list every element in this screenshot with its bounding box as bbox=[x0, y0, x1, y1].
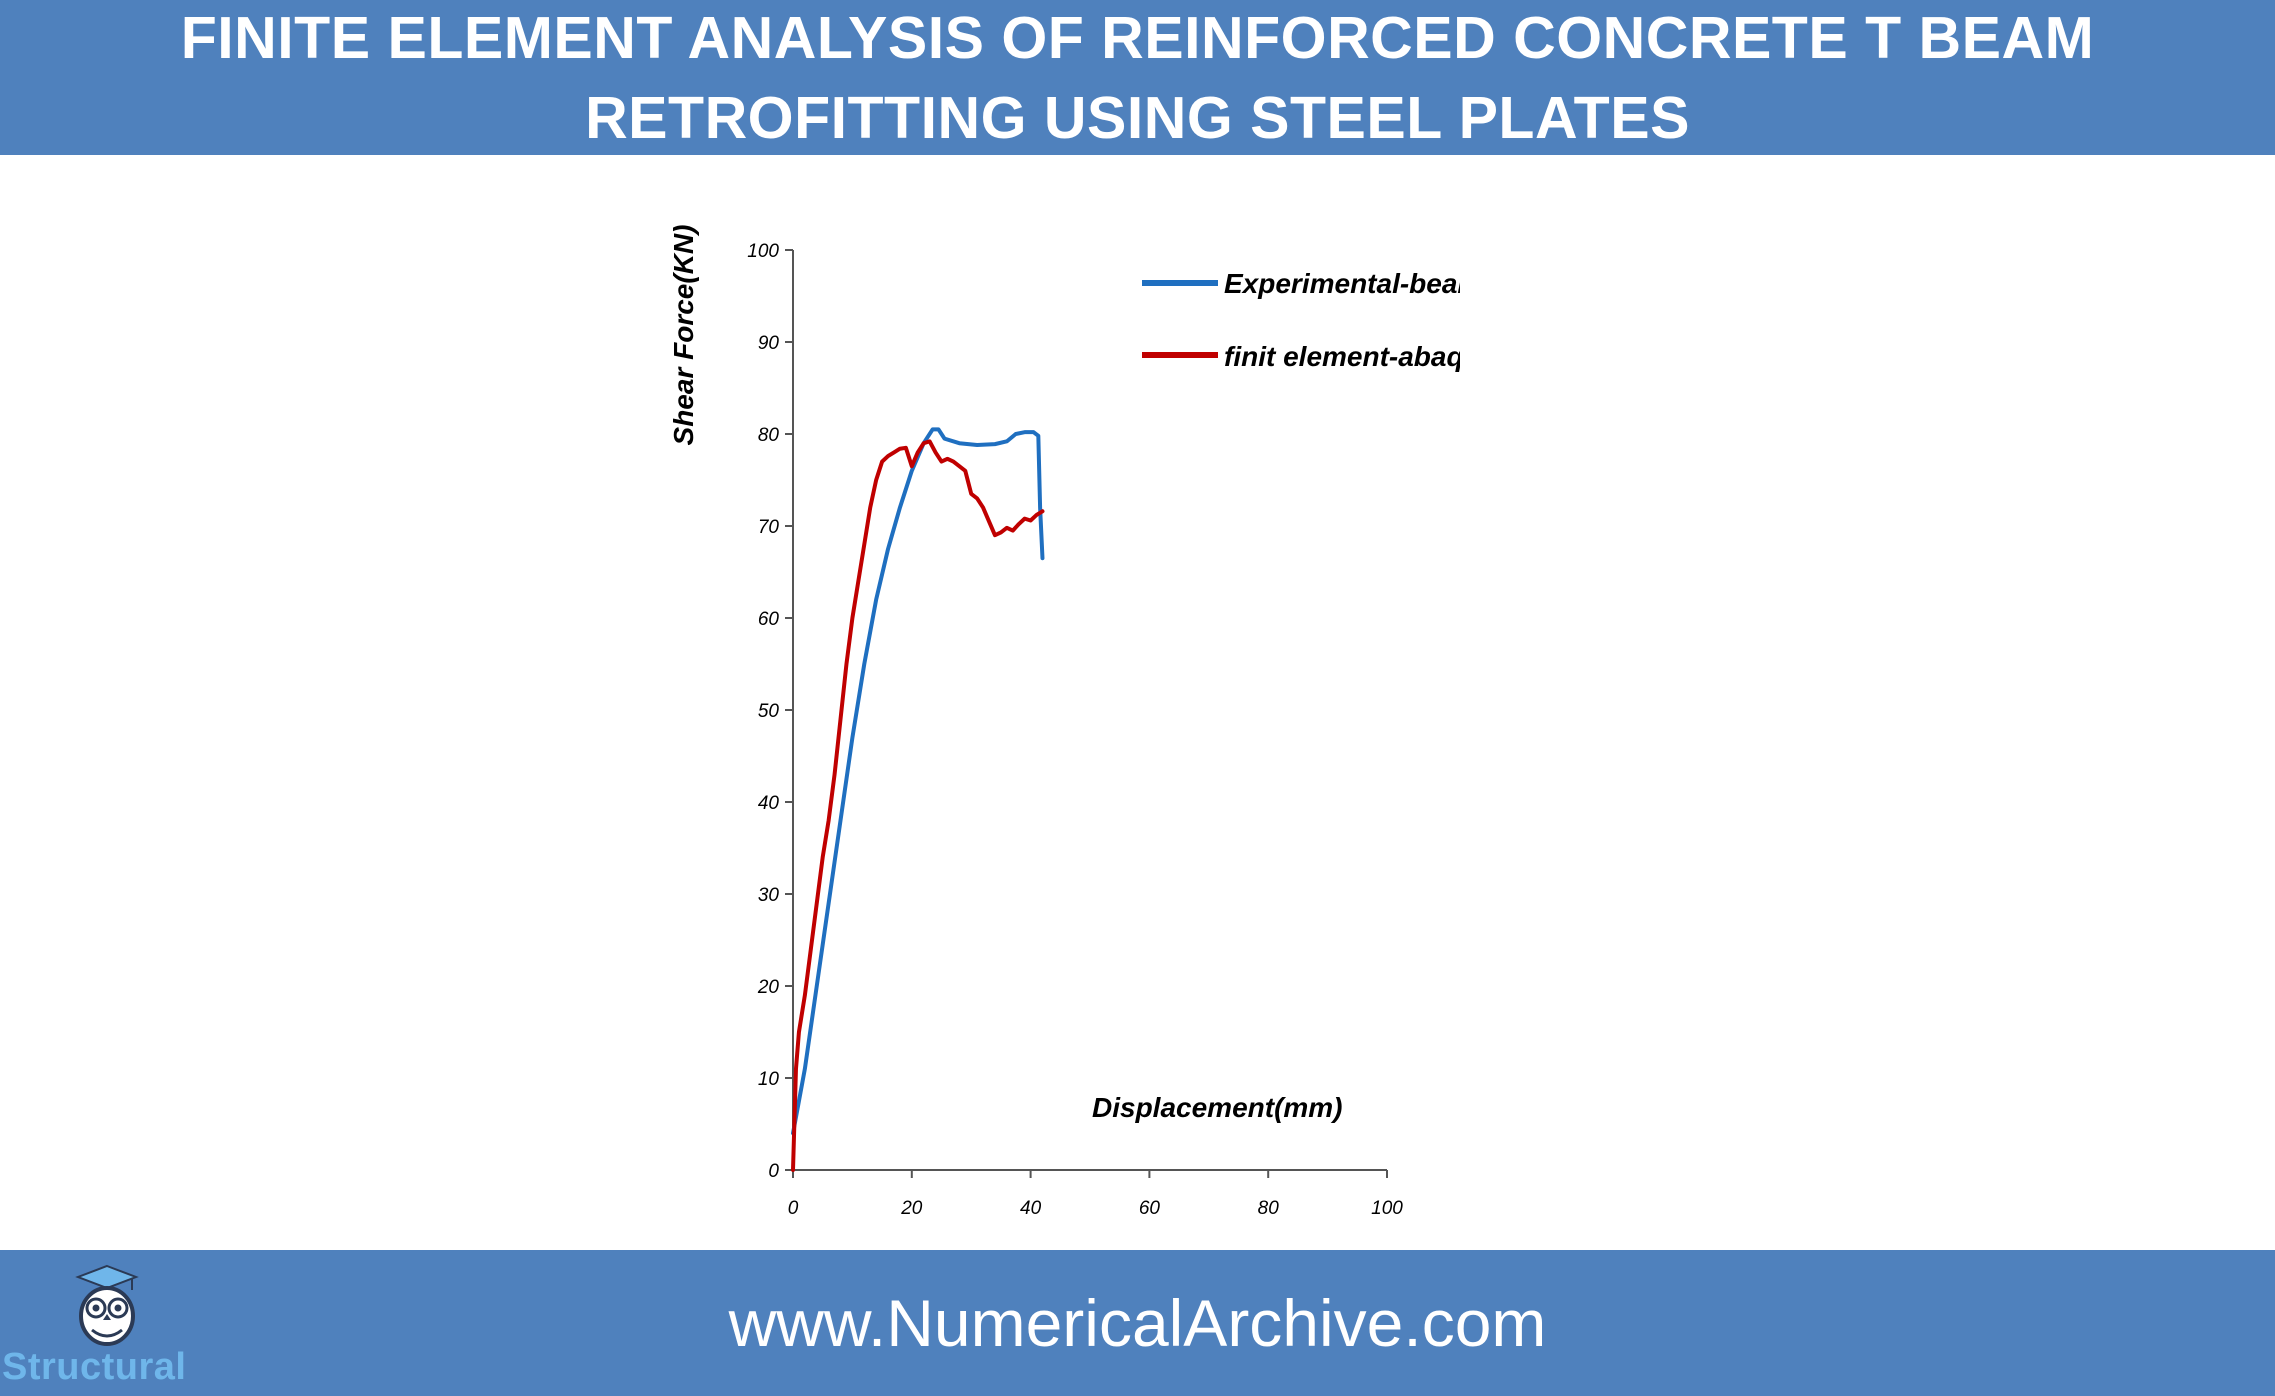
series-line-fem bbox=[791, 439, 1045, 1172]
y-tick-label: 80 bbox=[758, 425, 780, 446]
y-axis-title: Shear Force(KN) bbox=[668, 225, 699, 446]
y-tick-label: 20 bbox=[757, 977, 780, 998]
logo-text: Structural bbox=[2, 1346, 187, 1388]
footer-banner: www.NumericalArchive.com bbox=[0, 1250, 2275, 1396]
legend-label-fem: finit element-abaqus bbox=[1224, 341, 1460, 372]
y-ticks: 0 10 20 30 40 50 60 70 80 90 100 bbox=[747, 241, 793, 1182]
legend-label-experimental: Experimental-beam-6 bbox=[1224, 268, 1460, 299]
x-axis-title: Displacement(mm) bbox=[1092, 1092, 1343, 1123]
y-tick-label: 50 bbox=[758, 701, 780, 722]
y-tick-label: 40 bbox=[758, 793, 780, 814]
y-tick-label: 30 bbox=[758, 885, 780, 906]
website-url[interactable]: www.NumericalArchive.com bbox=[728, 1286, 1547, 1360]
y-tick-label: 90 bbox=[758, 333, 780, 354]
x-tick-label: 60 bbox=[1139, 1198, 1161, 1219]
legend: Experimental-beam-6 finit element-abaqus bbox=[1142, 268, 1460, 372]
x-ticks: 0 20 40 60 80 100 bbox=[788, 1170, 1403, 1219]
x-tick-label: 40 bbox=[1020, 1198, 1042, 1219]
x-tick-label: 80 bbox=[1258, 1198, 1280, 1219]
structural-logo: Structural bbox=[0, 1258, 220, 1396]
series-line-experimental bbox=[791, 427, 1045, 1136]
title-banner: FINITE ELEMENT ANALYSIS OF REINFORCED CO… bbox=[0, 0, 2275, 155]
y-tick-label: 100 bbox=[747, 241, 779, 262]
page-title-line-1: FINITE ELEMENT ANALYSIS OF REINFORCED CO… bbox=[180, 4, 2095, 71]
y-tick-label: 10 bbox=[758, 1069, 780, 1090]
page-title-line-2: RETROFITTING USING STEEL PLATES bbox=[585, 84, 1690, 151]
x-tick-label: 0 bbox=[788, 1198, 799, 1219]
x-tick-label: 100 bbox=[1371, 1198, 1403, 1219]
y-tick-label: 0 bbox=[768, 1161, 779, 1182]
y-tick-label: 70 bbox=[758, 517, 780, 538]
owl-graduate-icon bbox=[75, 1264, 139, 1346]
shear-displacement-chart: 0 10 20 30 40 50 60 70 80 90 100 0 20 40 60 80 100 Shea… bbox=[668, 225, 1460, 1219]
y-tick-label: 60 bbox=[758, 609, 780, 630]
x-tick-label: 20 bbox=[900, 1198, 923, 1219]
series-layer bbox=[791, 427, 1045, 1172]
